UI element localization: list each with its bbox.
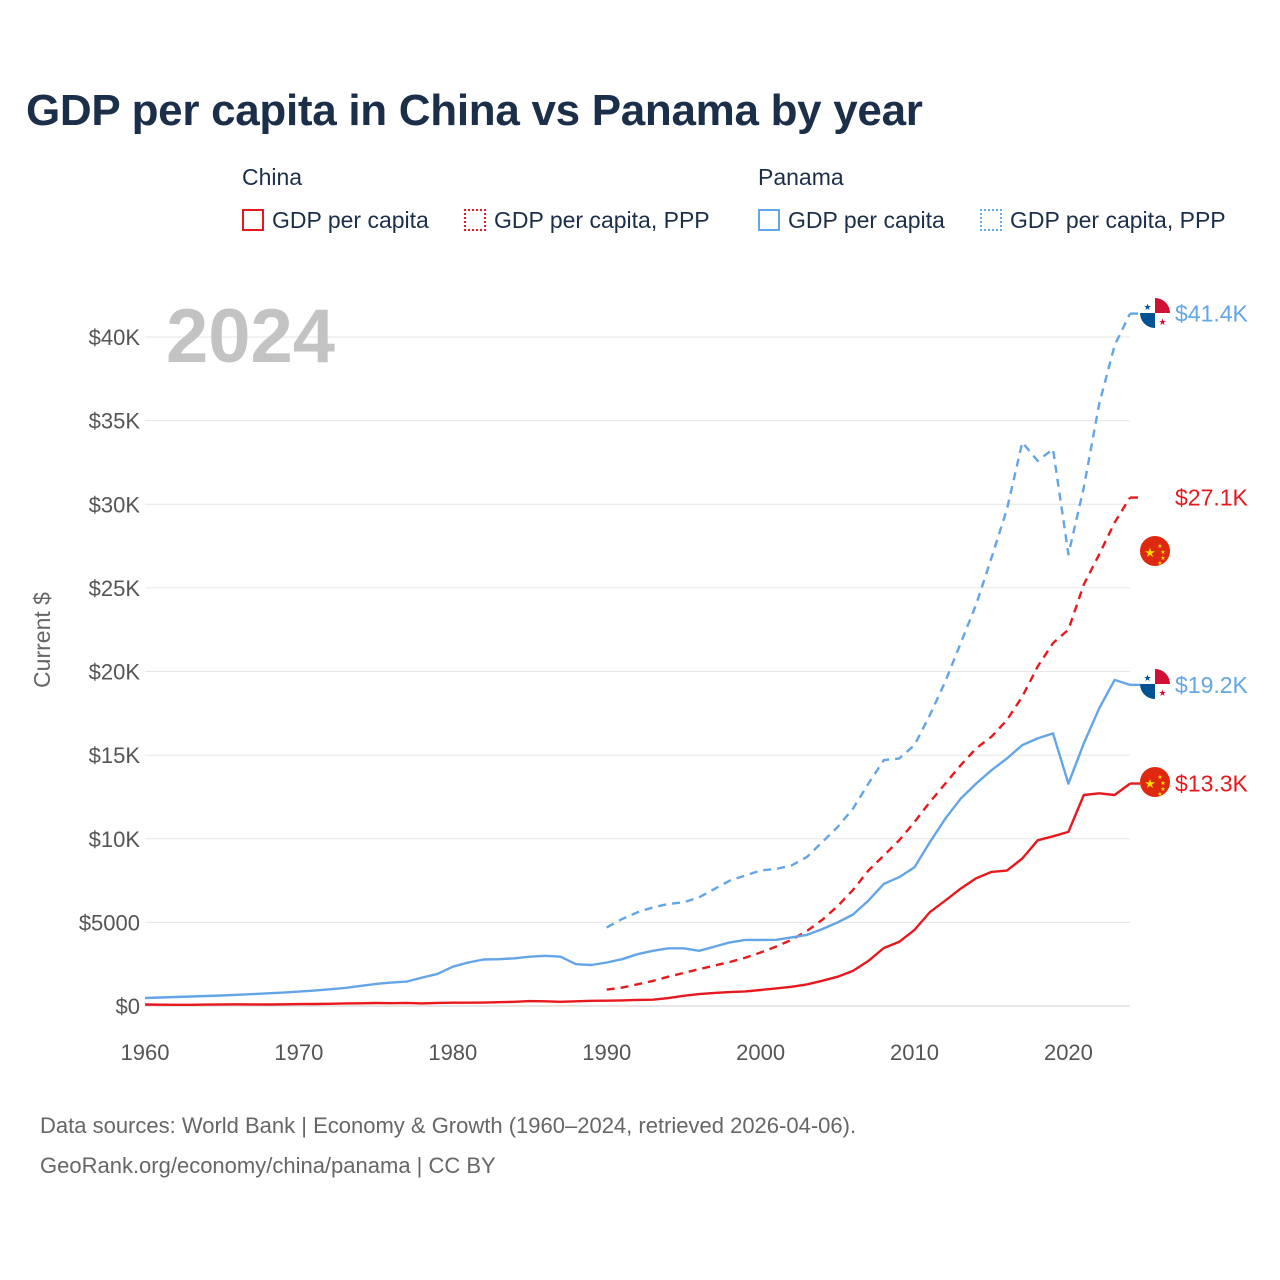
svg-text:★: ★ — [1157, 774, 1162, 781]
legend-label-china-ppp: GDP per capita, PPP — [494, 206, 710, 233]
legend-label-china-gdp: GDP per capita — [272, 206, 429, 233]
x-tick-label: 2010 — [890, 1040, 939, 1065]
series-line-china_gdp — [144, 782, 1131, 1006]
series-line-panama_ppp — [606, 313, 1132, 929]
year-label: 2024 — [166, 294, 335, 379]
legend-item-panama-ppp[interactable]: GDP per capita, PPP — [980, 205, 1226, 235]
chart-title: GDP per capita in China vs Panama by yea… — [26, 86, 923, 135]
grid-lines — [145, 336, 1130, 1007]
y-tick-label: $5000 — [79, 910, 140, 935]
y-axis-ticks: $0 $5000 $10K $15K $20K $25K $30K $35K $40K — [79, 325, 141, 1019]
end-label-panama_gdp: $19.2K — [1175, 672, 1249, 698]
y-tick-label: $10K — [89, 827, 141, 852]
legend-label-panama-ppp: GDP per capita, PPP — [1010, 206, 1226, 233]
y-axis-label: Current $ — [29, 592, 55, 688]
svg-text:★: ★ — [1160, 780, 1165, 787]
x-tick-label: 1980 — [428, 1040, 477, 1065]
legend-item-panama-gdp[interactable]: GDP per capita — [758, 205, 945, 235]
svg-text:★: ★ — [1143, 673, 1151, 683]
china-flag-icon: ★ ★ ★ ★ ★ — [1140, 767, 1170, 798]
svg-text:★: ★ — [1157, 543, 1162, 550]
svg-text:★: ★ — [1143, 302, 1151, 312]
legend-item-china-ppp[interactable]: GDP per capita, PPP — [464, 205, 710, 235]
source-line-2[interactable]: GeoRank.org/economy/china/panama | CC BY — [40, 1153, 496, 1178]
panama-flag-icon: ★ ★ — [1140, 669, 1170, 699]
legend-item-china-gdp[interactable]: GDP per capita — [242, 205, 429, 235]
x-tick-label: 2020 — [1044, 1040, 1093, 1065]
series-end-markers — [1130, 312, 1140, 785]
svg-text:★: ★ — [1160, 786, 1165, 793]
x-tick-label: 1970 — [274, 1040, 323, 1065]
end-label-panama_ppp: $41.4K — [1175, 301, 1249, 327]
svg-text:★: ★ — [1158, 688, 1166, 698]
y-tick-label: $40K — [89, 325, 141, 350]
series-line-panama_gdp — [144, 678, 1131, 1000]
legend-swatch-panama-ppp — [980, 209, 1002, 231]
legend-swatch-china-gdp — [242, 209, 264, 231]
y-tick-label: $35K — [89, 409, 141, 434]
source-note: Data sources: World Bank | Economy & Gro… — [40, 1106, 856, 1186]
legend-label-panama-gdp: GDP per capita — [788, 206, 945, 233]
legend-group-china: China — [242, 164, 303, 190]
y-tick-label: $20K — [89, 660, 141, 685]
series-line-china_ppp — [606, 496, 1132, 991]
chart-plot: $0 $5000 $10K $15K $20K $25K $30K $35K $40K 1960… — [29, 294, 1249, 1065]
svg-text:★: ★ — [1157, 791, 1162, 798]
series-lines — [144, 313, 1132, 1006]
svg-text:★: ★ — [1144, 776, 1156, 791]
x-tick-label: 1960 — [121, 1040, 170, 1065]
end-label-china_gdp: $13.3K — [1175, 771, 1249, 797]
y-tick-label: $15K — [89, 743, 141, 768]
legend-swatch-china-ppp — [464, 209, 486, 231]
svg-text:★: ★ — [1160, 555, 1165, 562]
svg-text:★: ★ — [1157, 560, 1162, 567]
source-line-1: Data sources: World Bank | Economy & Gro… — [40, 1113, 857, 1138]
x-tick-label: 1990 — [582, 1040, 631, 1065]
svg-text:★: ★ — [1144, 545, 1156, 560]
y-tick-label: $25K — [89, 576, 141, 601]
end-label-china_ppp: $27.1K — [1175, 485, 1249, 511]
x-axis-ticks: 1960 1970 1980 1990 2000 2010 2020 — [121, 1040, 1093, 1065]
y-tick-label: $30K — [89, 492, 141, 517]
panama-flag-icon: ★ ★ — [1140, 298, 1170, 328]
y-tick-label: $0 — [116, 994, 140, 1019]
china-flag-icon: ★ ★ ★ ★ ★ — [1140, 536, 1170, 567]
series-end-labels: $13.3K $27.1K $19.2K $41.4K — [1175, 301, 1249, 797]
svg-text:★: ★ — [1158, 317, 1166, 327]
legend-swatch-panama-gdp — [758, 209, 780, 231]
x-tick-label: 2000 — [736, 1040, 785, 1065]
svg-text:★: ★ — [1160, 549, 1165, 556]
legend-group-panama: Panama — [758, 164, 844, 190]
